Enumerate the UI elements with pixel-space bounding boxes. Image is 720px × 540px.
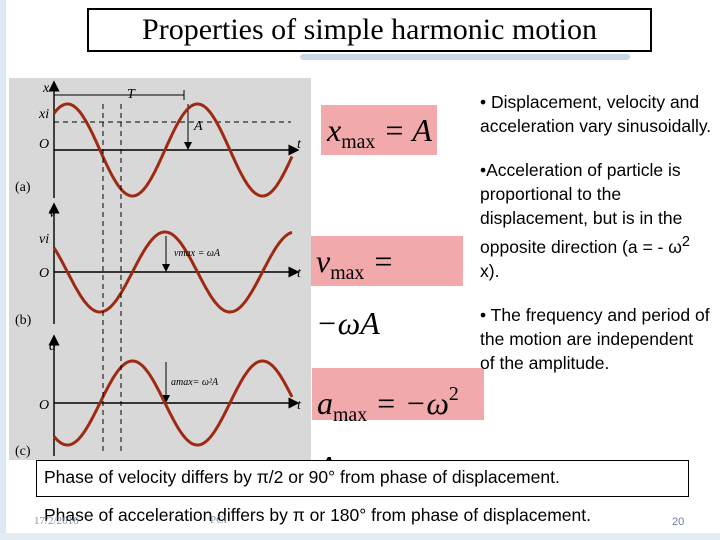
panel-c-axis-label: a xyxy=(49,339,56,354)
equation-a-max-sub: max xyxy=(333,403,368,426)
panel-a-xi-label: xi xyxy=(38,107,49,122)
panel-b-caption: (b) xyxy=(15,313,32,328)
equation-a-max-sup: 2 xyxy=(448,383,459,405)
phase-acceleration-text: Phase of acceleration differs by π or 18… xyxy=(44,505,591,525)
slide-title: Properties of simple harmonic motion xyxy=(87,8,652,52)
equation-x-max: xmax = A xyxy=(321,105,437,155)
panel-a: x xi O t T A (a) xyxy=(15,80,302,198)
panel-a-time-label: t xyxy=(297,137,302,152)
equation-v-max: vmax = −ωA xyxy=(311,236,463,341)
shm-graphs-svg: x xi O t T A (a) v vi O t vmax = ωA (b) xyxy=(15,80,302,459)
bullet-acceleration: •Acceleration of particle is proportiona… xyxy=(480,158,712,283)
equation-x-max-rhs: = A xyxy=(375,112,432,148)
panel-a-caption: (a) xyxy=(15,180,31,195)
slide-number: 20 xyxy=(672,516,685,528)
phase-velocity-box xyxy=(36,460,689,497)
equation-a-max-rhs: = −ω xyxy=(367,384,449,421)
equation-v-max-lhs: v xyxy=(316,243,331,279)
panel-a-period-label: T xyxy=(127,87,136,102)
phase-velocity-text: Phase of velocity differs by π/2 or 90° … xyxy=(44,467,560,487)
panel-a-displacement-curve xyxy=(52,102,294,198)
panel-b-velocity-curve xyxy=(52,230,293,314)
bullet-acceleration-sup: 2 xyxy=(681,234,691,250)
equation-v-max-sub: max xyxy=(330,261,365,284)
panel-b: v vi O t vmax = ωA (b) xyxy=(15,202,302,328)
panel-c-caption: (c) xyxy=(15,444,31,459)
panel-a-axis-label: x xyxy=(42,81,50,96)
panel-a-amplitude-label: A xyxy=(193,119,203,134)
bullet-list: • Displacement, velocity and acceleratio… xyxy=(480,90,712,395)
equation-v-max-rhs: = −ωA xyxy=(316,243,394,341)
bullet-frequency: • The frequency and period of the motion… xyxy=(480,304,710,373)
slide-frame-bottom xyxy=(0,533,720,540)
panel-b-max-label: vmax = ωA xyxy=(174,248,221,259)
bullet-sinusoidal: • Displacement, velocity and acceleratio… xyxy=(480,92,712,136)
shm-graphs-figure: x xi O t T A (a) v vi O t vmax = ωA (b) xyxy=(9,78,311,460)
panel-b-vi-label: vi xyxy=(39,232,49,247)
footer-date: 17/2/2016 xyxy=(34,515,79,527)
panel-c-time-label: t xyxy=(297,398,302,413)
equation-a-max-lhs: a xyxy=(317,384,333,421)
bullet-acceleration-tail: x). xyxy=(480,260,500,281)
footer-author: PCI xyxy=(210,514,228,526)
panel-c: a O t amax= ω²A (c) xyxy=(15,334,302,459)
equation-x-max-sub: max xyxy=(341,130,376,153)
panel-b-axis-label: v xyxy=(49,206,56,221)
panel-c-acceleration-curve xyxy=(52,359,294,447)
panel-b-time-label: t xyxy=(297,266,302,281)
slide-title-text: Properties of simple harmonic motion xyxy=(142,13,597,46)
panel-c-origin-label: O xyxy=(39,398,49,413)
equation-a-max: amax = −ω2 A xyxy=(312,368,484,485)
equation-x-max-lhs: x xyxy=(327,112,342,148)
panel-c-max-label: amax= ω²A xyxy=(171,377,219,388)
panel-a-origin-label: O xyxy=(39,137,49,152)
title-underline-decoration xyxy=(300,54,630,60)
slide-frame-left xyxy=(0,0,6,540)
bullet-acceleration-text: •Acceleration of particle is proportiona… xyxy=(480,160,683,257)
panel-b-origin-label: O xyxy=(39,266,49,281)
